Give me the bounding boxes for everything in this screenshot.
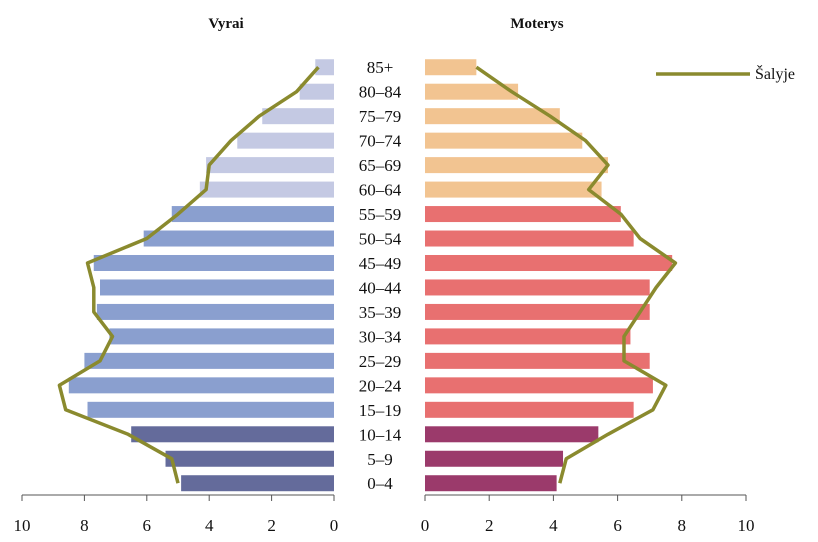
country-line-female xyxy=(475,65,678,484)
male-tick-label-0: 10 xyxy=(14,516,31,535)
male-bar-0 xyxy=(181,475,334,492)
female-bar-9 xyxy=(425,254,673,271)
male-bar-10 xyxy=(143,230,334,247)
male-tick-label-3: 4 xyxy=(205,516,214,535)
age-label-12: 60–64 xyxy=(359,181,402,200)
age-label-5: 25–29 xyxy=(359,352,402,371)
male-bar-2 xyxy=(131,426,334,443)
male-bar-3 xyxy=(87,401,335,418)
age-label-1: 5–9 xyxy=(367,450,393,469)
age-label-7: 35–39 xyxy=(359,303,402,322)
male-panel-title: Vyrai xyxy=(208,16,243,32)
age-label-2: 10–14 xyxy=(359,425,402,444)
age-label-13: 65–69 xyxy=(359,156,402,175)
female-tick-label-0: 0 xyxy=(421,516,430,535)
male-bar-6 xyxy=(109,328,334,345)
age-group-labels: 0–4 5–9 10–14 15–19 20–24 25–29 30–34 35–39 40–4… xyxy=(359,58,402,493)
age-label-8: 40–44 xyxy=(359,278,402,297)
age-label-3: 15–19 xyxy=(359,401,402,420)
female-bar-4 xyxy=(425,377,653,394)
legend: Šalyje xyxy=(656,64,795,83)
country-lines xyxy=(57,65,678,484)
male-bar-16 xyxy=(299,83,334,100)
female-x-ticks: 0 2 4 6 8 10 xyxy=(421,495,755,535)
female-bar-17 xyxy=(425,59,477,76)
male-x-ticks: 10 8 6 4 2 0 xyxy=(14,495,339,535)
age-label-6: 30–34 xyxy=(359,327,402,346)
male-bar-15 xyxy=(262,108,334,125)
male-bar-17 xyxy=(315,59,334,76)
age-label-4: 20–24 xyxy=(359,376,402,395)
country-line-male xyxy=(57,66,320,484)
male-bar-5 xyxy=(84,352,335,369)
male-bar-12 xyxy=(199,181,334,198)
female-bar-8 xyxy=(425,279,650,296)
male-tick-label-4: 2 xyxy=(267,516,276,535)
legend-label: Šalyje xyxy=(755,64,795,83)
female-bar-7 xyxy=(425,303,650,320)
male-bar-13 xyxy=(206,157,334,174)
female-bar-1 xyxy=(425,450,564,467)
age-label-0: 0–4 xyxy=(367,474,393,493)
female-bars xyxy=(425,59,673,492)
female-bar-16 xyxy=(425,83,519,100)
male-bar-14 xyxy=(237,132,334,149)
age-label-9: 45–49 xyxy=(359,254,402,273)
female-bar-0 xyxy=(425,475,557,492)
age-label-17: 85+ xyxy=(367,58,394,77)
male-bars xyxy=(68,59,335,492)
female-tick-label-4: 8 xyxy=(678,516,687,535)
male-bar-11 xyxy=(171,206,334,223)
female-bar-13 xyxy=(425,157,608,174)
male-bar-9 xyxy=(93,254,334,271)
female-tick-label-2: 4 xyxy=(549,516,558,535)
female-bar-5 xyxy=(425,352,650,369)
age-label-10: 50–54 xyxy=(359,230,402,249)
female-bar-6 xyxy=(425,328,631,345)
age-label-16: 80–84 xyxy=(359,83,402,102)
female-bar-2 xyxy=(425,426,599,443)
female-bar-15 xyxy=(425,108,560,125)
age-label-15: 75–79 xyxy=(359,107,402,126)
female-bar-10 xyxy=(425,230,634,247)
male-bar-4 xyxy=(68,377,335,394)
age-label-14: 70–74 xyxy=(359,132,402,151)
male-bar-7 xyxy=(96,303,334,320)
male-bar-8 xyxy=(100,279,334,296)
axes: 10 8 6 4 2 0 0 2 4 6 8 10 xyxy=(14,494,755,535)
female-bar-3 xyxy=(425,401,634,418)
female-tick-label-3: 6 xyxy=(613,516,622,535)
age-label-11: 55–59 xyxy=(359,205,402,224)
female-bar-14 xyxy=(425,132,583,149)
male-tick-label-5: 0 xyxy=(330,516,339,535)
male-tick-label-1: 8 xyxy=(80,516,89,535)
female-tick-label-1: 2 xyxy=(485,516,494,535)
male-tick-label-2: 6 xyxy=(143,516,152,535)
female-panel-title: Moterys xyxy=(510,16,563,32)
female-tick-label-5: 10 xyxy=(738,516,755,535)
male-bar-1 xyxy=(165,450,334,467)
female-bar-11 xyxy=(425,206,621,223)
female-bar-12 xyxy=(425,181,602,198)
